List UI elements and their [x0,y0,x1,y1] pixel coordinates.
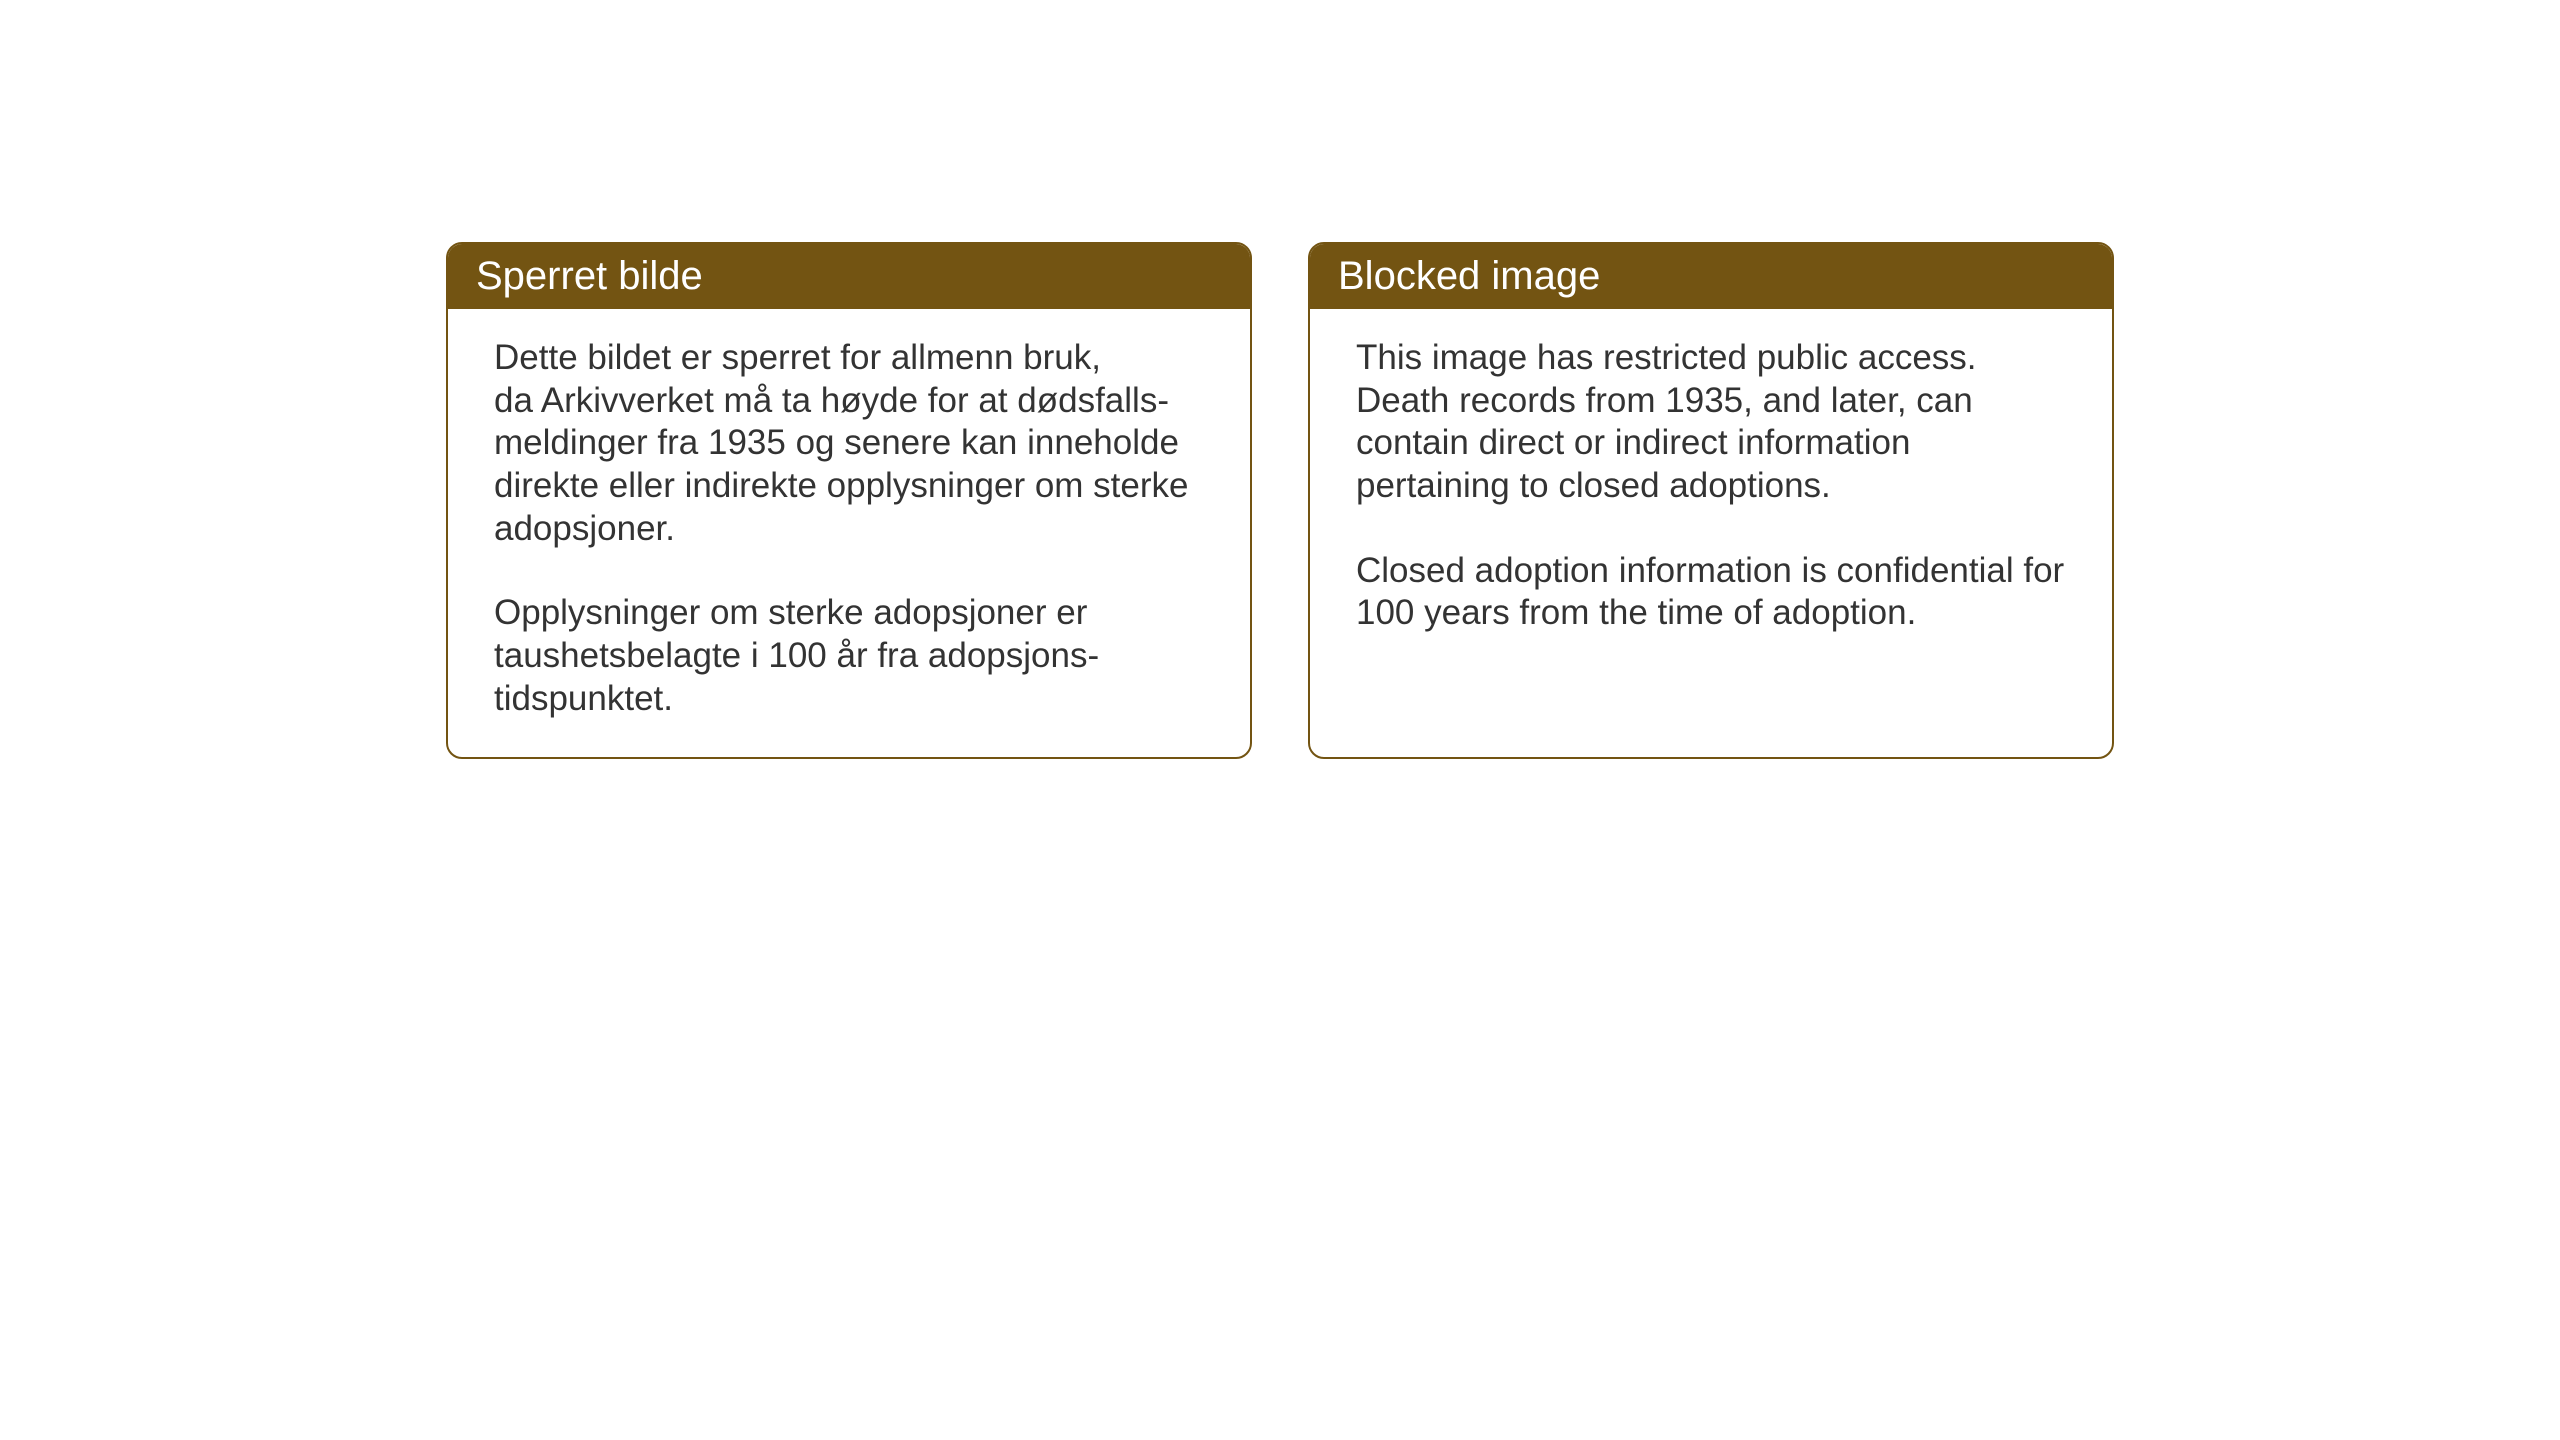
paragraph-2-english: Closed adoption information is confident… [1356,550,2066,635]
paragraph-1-english: This image has restricted public access.… [1356,337,2066,508]
notice-card-english: Blocked image This image has restricted … [1308,242,2114,759]
card-header-english: Blocked image [1310,244,2112,309]
card-title-english: Blocked image [1338,254,1600,298]
card-body-norwegian: Dette bildet er sperret for allmenn bruk… [448,309,1250,757]
notice-cards-container: Sperret bilde Dette bildet er sperret fo… [446,242,2114,759]
notice-card-norwegian: Sperret bilde Dette bildet er sperret fo… [446,242,1252,759]
card-header-norwegian: Sperret bilde [448,244,1250,309]
card-title-norwegian: Sperret bilde [476,254,703,298]
card-body-english: This image has restricted public access.… [1310,309,2112,671]
paragraph-2-norwegian: Opplysninger om sterke adopsjoner er tau… [494,592,1204,720]
paragraph-1-norwegian: Dette bildet er sperret for allmenn bruk… [494,337,1204,550]
